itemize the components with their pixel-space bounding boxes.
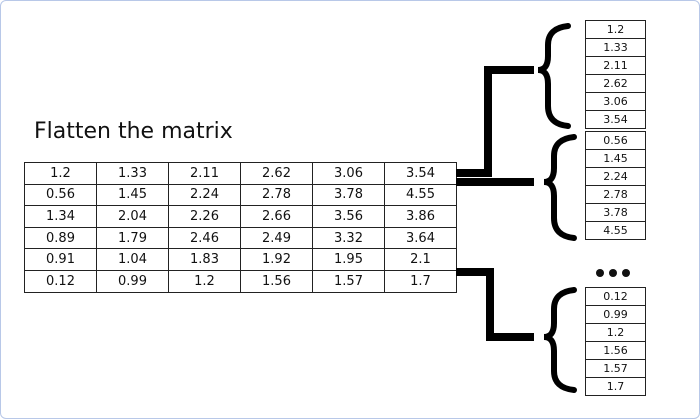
matrix-cell: 2.66 — [240, 205, 313, 228]
matrix-cell: 1.34 — [24, 205, 97, 228]
brace-2 — [543, 134, 577, 241]
diagram-title: Flatten the matrix — [34, 119, 233, 144]
brace-3 — [543, 287, 577, 393]
flattened-row: 3.06 — [585, 92, 646, 111]
matrix-cell: 2.11 — [168, 162, 241, 185]
matrix-cell: 3.86 — [384, 205, 457, 228]
ellipsis-dots — [596, 262, 635, 281]
matrix-cell: 3.78 — [312, 183, 385, 207]
flattened-cell: 1.7 — [585, 377, 646, 396]
matrix-cell: 1.95 — [312, 248, 385, 271]
matrix-cell: 1.04 — [96, 248, 169, 271]
matrix-cell: 1.92 — [240, 248, 313, 271]
matrix-cell: 1.7 — [384, 269, 457, 293]
flattened-row: 2.24 — [585, 167, 646, 186]
flattened-cell: 2.11 — [585, 56, 646, 75]
flattened-cell: 0.12 — [585, 287, 646, 306]
matrix-cell: 3.64 — [384, 226, 457, 250]
dot-icon — [609, 269, 617, 277]
flattened-cell: 3.54 — [585, 110, 646, 129]
connector-row-6 — [456, 268, 534, 341]
matrix-row: 1.2 1.33 2.11 2.62 3.06 3.54 — [24, 162, 457, 185]
flattened-row: 2.62 — [585, 74, 646, 93]
flattened-row: 3.54 — [585, 110, 646, 129]
dot-icon — [596, 269, 604, 277]
flattened-row: 2.11 — [585, 56, 646, 75]
matrix-cell: 0.12 — [24, 269, 97, 293]
matrix-cell: 1.33 — [96, 162, 169, 185]
flattened-cell: 1.2 — [585, 323, 646, 342]
matrix-cell: 1.2 — [24, 162, 97, 185]
matrix-cell: 3.32 — [312, 226, 385, 250]
brace-1 — [537, 23, 571, 129]
matrix-row: 0.12 0.99 1.2 1.56 1.57 1.7 — [24, 269, 457, 293]
matrix-cell: 2.62 — [240, 162, 313, 185]
flattened-cell: 4.55 — [585, 221, 646, 240]
matrix-row: 0.56 1.45 2.24 2.78 3.78 4.55 — [24, 183, 457, 207]
matrix-cell: 0.56 — [24, 183, 97, 207]
flattened-cell: 2.62 — [585, 74, 646, 93]
matrix-cell: 1.2 — [168, 269, 241, 293]
matrix-cell: 3.54 — [384, 162, 457, 185]
matrix-cell: 4.55 — [384, 183, 457, 207]
matrix-cell: 3.56 — [312, 205, 385, 228]
matrix-cell: 1.45 — [96, 183, 169, 207]
connector-row-1 — [456, 66, 534, 177]
matrix-cell: 0.99 — [96, 269, 169, 293]
matrix-cell: 3.06 — [312, 162, 385, 185]
matrix-row: 0.91 1.04 1.83 1.92 1.95 2.1 — [24, 248, 457, 271]
flattened-row: 4.55 — [585, 221, 646, 240]
flattened-column-3: 0.12 0.99 1.2 1.56 1.57 1.7 — [585, 287, 646, 396]
flattened-cell: 0.99 — [585, 305, 646, 324]
matrix-table: 1.2 1.33 2.11 2.62 3.06 3.54 0.56 1.45 2.24 2.78 3… — [24, 162, 457, 293]
matrix-cell: 1.57 — [312, 269, 385, 293]
dot-icon — [622, 269, 630, 277]
flattened-row: 1.7 — [585, 377, 646, 396]
flattened-cell: 0.56 — [585, 131, 646, 150]
flattened-row: 1.2 — [585, 323, 646, 342]
matrix-cell: 1.56 — [240, 269, 313, 293]
matrix-cell: 2.24 — [168, 183, 241, 207]
flattened-column-2: 0.56 1.45 2.24 2.78 3.78 4.55 — [585, 131, 646, 240]
flattened-row: 0.99 — [585, 305, 646, 324]
flattened-cell: 3.06 — [585, 92, 646, 111]
matrix-row: 1.34 2.04 2.26 2.66 3.56 3.86 — [24, 205, 457, 228]
matrix-cell: 2.04 — [96, 205, 169, 228]
flattened-column-1: 1.2 1.33 2.11 2.62 3.06 3.54 — [585, 20, 646, 129]
flattened-row: 0.12 — [585, 287, 646, 306]
flattened-cell: 2.24 — [585, 167, 646, 186]
matrix-row: 0.89 1.79 2.46 2.49 3.32 3.64 — [24, 226, 457, 250]
flattened-row: 0.56 — [585, 131, 646, 150]
